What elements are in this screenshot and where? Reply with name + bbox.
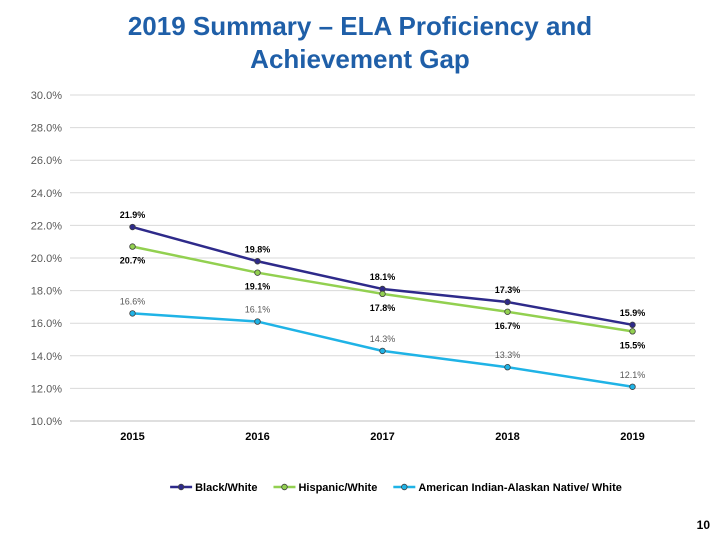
data-point: [379, 290, 386, 298]
data-label: 16.7%: [495, 321, 521, 331]
y-tick-label: 22.0%: [31, 220, 62, 232]
y-tick-label: 10.0%: [31, 416, 62, 428]
chart-series: [129, 223, 636, 390]
y-tick-label: 12.0%: [31, 383, 62, 395]
data-label: 19.1%: [245, 282, 271, 292]
data-point: [129, 223, 136, 231]
x-tick-label: 2018: [495, 431, 519, 443]
y-tick-label: 28.0%: [31, 123, 62, 135]
y-tick-label: 16.0%: [31, 318, 62, 330]
legend-item: Black/White: [170, 482, 257, 494]
data-label: 20.7%: [120, 256, 146, 266]
y-tick-label: 18.0%: [31, 286, 62, 298]
data-label: 17.8%: [370, 303, 396, 313]
data-point: [254, 318, 261, 325]
page-number: 10: [696, 518, 710, 532]
x-tick-label: 2017: [370, 431, 394, 443]
y-axis-ticks: 10.0% 12.0% 14.0% 16.0% 18.0% 20.0% 22.0% 24.0%…: [31, 90, 62, 428]
x-tick-label: 2019: [620, 431, 644, 443]
y-tick-label: 30.0%: [31, 90, 62, 102]
data-labels: 21.9% 19.8% 18.1% 17.3% 15.9% 20.7% 19.1% 17.8%…: [120, 210, 646, 380]
y-tick-label: 20.0%: [31, 253, 62, 265]
data-point: [629, 328, 636, 335]
data-point: [379, 347, 386, 355]
chart-gridlines: [70, 94, 695, 422]
data-label: 21.9%: [120, 210, 146, 220]
y-tick-label: 14.0%: [31, 351, 62, 363]
data-label: 18.1%: [370, 272, 396, 282]
data-point: [629, 383, 636, 390]
data-label: 16.1%: [245, 305, 271, 315]
data-point: [129, 310, 136, 317]
slide-title-line-1: 2019 Summary – ELA Proficiency and: [127, 11, 593, 41]
data-label: 15.9%: [620, 308, 646, 318]
data-label: 15.5%: [620, 340, 646, 350]
legend-item: American Indian-Alaskan Native/ White: [393, 482, 622, 494]
slide-title-line-2: Achievement Gap: [250, 44, 470, 74]
legend-label: Hispanic/White: [298, 482, 377, 494]
data-point: [254, 258, 261, 265]
data-point: [254, 269, 261, 276]
y-tick-label: 26.0%: [31, 155, 62, 167]
x-axis-ticks: 2015 2016 2017 2018 2019: [120, 431, 644, 443]
legend-label: American Indian-Alaskan Native/ White: [418, 482, 622, 494]
legend-marker: [281, 483, 288, 491]
data-label: 13.3%: [495, 350, 521, 360]
data-point: [629, 321, 636, 329]
data-label: 14.3%: [370, 334, 396, 344]
data-point: [504, 298, 511, 306]
y-tick-label: 24.0%: [31, 188, 62, 200]
legend-marker: [401, 483, 408, 491]
data-point: [129, 243, 136, 250]
data-label: 19.8%: [245, 244, 271, 254]
x-tick-label: 2015: [120, 431, 144, 443]
legend-item: Hispanic/White: [273, 482, 377, 494]
legend-label: Black/White: [195, 482, 257, 494]
x-tick-label: 2016: [245, 431, 269, 443]
data-label: 16.6%: [120, 296, 146, 306]
chart-legend: Black/White Hispanic/White American Indian…: [170, 482, 622, 494]
data-label: 17.3%: [495, 285, 521, 295]
data-point: [504, 308, 511, 315]
data-label: 12.1%: [620, 370, 646, 380]
legend-marker: [177, 483, 185, 491]
data-point: [504, 364, 511, 371]
slide-title: 2019 Summary – ELA Proficiency and Achie…: [0, 10, 720, 76]
